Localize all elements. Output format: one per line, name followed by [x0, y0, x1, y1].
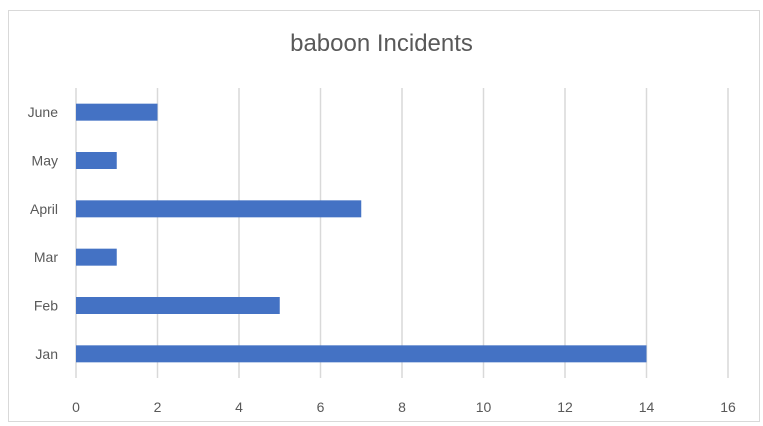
y-tick-label-may: May	[32, 153, 58, 169]
bar-feb	[76, 297, 280, 314]
x-tick-label-0: 0	[72, 399, 80, 415]
bar-may	[76, 152, 117, 169]
x-tick-label-14: 14	[639, 399, 655, 415]
x-tick-label-6: 6	[317, 399, 325, 415]
y-tick-label-april: April	[30, 201, 58, 217]
x-tick-label-8: 8	[398, 399, 406, 415]
y-tick-label-jan: Jan	[35, 346, 58, 362]
x-tick-label-12: 12	[557, 399, 573, 415]
bar-mar	[76, 248, 117, 266]
x-tick-label-2: 2	[154, 399, 162, 415]
chart-title: baboon Incidents	[290, 30, 473, 57]
x-tick-label-4: 4	[235, 399, 243, 415]
y-tick-label-june: June	[28, 104, 59, 120]
bar-april	[76, 200, 362, 218]
y-tick-label-feb: Feb	[34, 298, 58, 314]
x-tick-label-16: 16	[720, 399, 736, 415]
bar-june	[76, 103, 158, 121]
bar-jan	[76, 345, 647, 363]
x-tick-label-10: 10	[476, 399, 492, 415]
y-tick-label-mar: Mar	[34, 249, 58, 265]
